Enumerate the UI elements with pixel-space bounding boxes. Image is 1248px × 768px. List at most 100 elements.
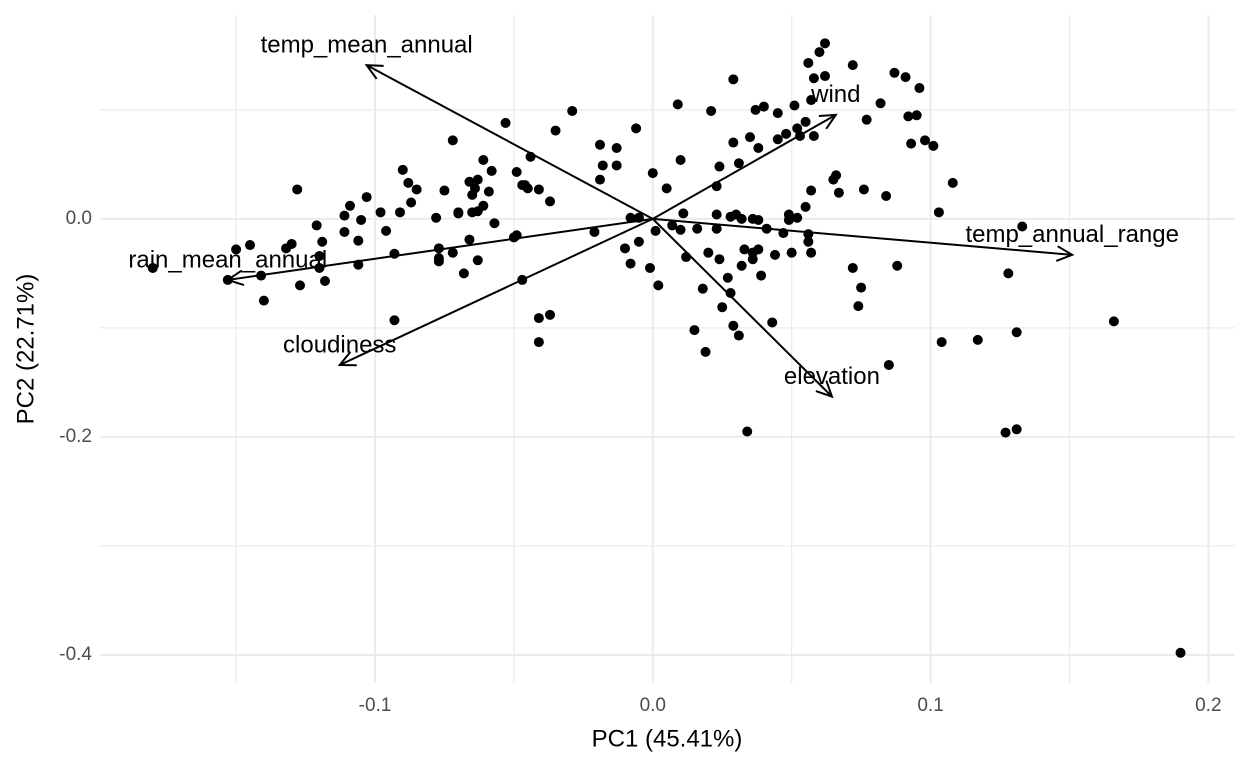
point [381,225,392,236]
point [545,196,555,207]
loading-arrow [366,64,654,220]
point [947,177,958,188]
point [820,38,830,49]
loading-arrow [227,217,653,281]
arrow-head [815,380,834,399]
point [311,220,322,231]
point [903,111,914,122]
point [1017,221,1028,232]
point [478,155,489,166]
point [853,301,864,312]
point [928,140,939,151]
point [689,325,700,336]
point [728,137,739,148]
point [395,207,405,218]
point [808,131,819,142]
arrow-label: elevation [784,363,880,390]
point [511,166,522,177]
point [339,210,350,221]
point [806,247,817,258]
point [431,212,442,223]
point [800,116,811,127]
point [914,83,925,94]
point [470,183,480,194]
point [806,95,817,106]
point [245,240,255,251]
arrow-head [818,113,838,130]
point [972,334,983,345]
point [611,143,622,154]
point [847,262,858,273]
point [353,235,364,246]
point [625,212,636,223]
point [875,98,886,109]
arrow-label: rain_mean_annual [128,246,327,273]
point [722,272,733,283]
point [714,161,725,172]
arrow-head [225,269,245,287]
point [758,101,769,112]
point [231,244,242,255]
point [397,164,408,175]
point [803,57,814,68]
point [375,207,386,218]
arrow-head [364,64,384,80]
point [597,160,608,171]
point [820,71,830,82]
point [631,123,642,134]
point [772,134,783,145]
point [611,160,622,171]
point [295,280,305,291]
point [472,255,483,266]
point [739,244,750,255]
point [1011,327,1022,338]
point [933,207,944,218]
point [814,47,825,58]
arrow-label: temp_mean_annual [261,31,473,58]
point [625,258,636,269]
loading-arrow [652,217,1073,256]
point [789,100,800,111]
point [345,200,355,211]
x-axis-title: PC1 (45.41%) [592,725,743,752]
point [1011,424,1022,435]
point [314,250,325,261]
point [806,185,817,196]
point [697,283,708,294]
point [433,256,444,267]
point [861,114,872,125]
point [711,223,722,234]
point [292,184,303,195]
y-tick-label: -0.2 [59,426,92,447]
point [317,236,328,247]
point [770,249,780,260]
point [753,244,764,255]
y-tick-label: 0.0 [66,208,92,229]
point [847,60,858,71]
point [772,108,783,119]
point [147,262,158,273]
x-tick-label: -0.1 [359,695,392,716]
point [675,224,686,235]
point [733,158,744,169]
point [589,226,600,237]
point [911,110,922,121]
point [533,313,544,324]
point [1108,316,1119,327]
point [767,317,778,328]
point [464,176,475,187]
point [595,139,605,150]
point [258,295,269,306]
point [533,337,544,348]
point [406,197,417,208]
loading-arrow [652,113,837,220]
point [620,243,630,254]
point [803,236,814,247]
x-tick-label: 0.2 [1195,695,1221,716]
arrow-head [1055,245,1075,262]
point [756,270,767,281]
point [489,218,500,229]
point [792,123,803,134]
arrow-label: temp_annual_range [965,221,1179,248]
point [361,192,372,203]
